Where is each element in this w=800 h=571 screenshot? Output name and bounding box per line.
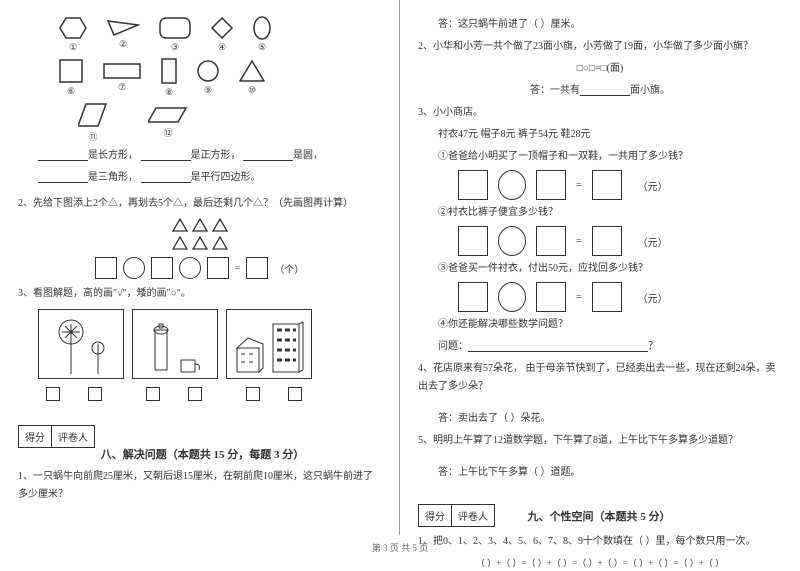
- blank[interactable]: [38, 172, 88, 183]
- q3-1: ①爸爸给小明买了一顶帽子和一双鞋，一共用了多少钱？: [438, 148, 782, 166]
- unit: （元）: [638, 234, 668, 249]
- section-9-title: 九、个性空间（本题共 5 分）: [528, 508, 671, 524]
- box[interactable]: [207, 257, 229, 279]
- prices: 衬衣47元 帽子8元 裤子54元 鞋28元: [438, 126, 782, 144]
- box[interactable]: [592, 282, 622, 312]
- q4: 4、花店原来有57朵花， 由于母亲节快到了，已经卖出去一些，现在还剩24朵，卖出…: [418, 360, 782, 396]
- q2: 2、小华和小芳一共个做了23面小旗，小芳做了19面，小华做了多少面小旗？: [418, 38, 782, 56]
- blank[interactable]: [243, 150, 293, 161]
- box[interactable]: [592, 170, 622, 200]
- box[interactable]: [536, 282, 566, 312]
- checkbox[interactable]: [288, 387, 302, 401]
- num: ③: [171, 42, 179, 53]
- box[interactable]: [95, 257, 117, 279]
- shapes-row-2: ⑥ ⑦ ⑧ ⑨ ⑩: [58, 57, 381, 98]
- answer-4: 答：卖出去了（ ）朵花。: [438, 410, 782, 428]
- right-column: 答：这只蜗牛前进了（ ）厘米。 2、小华和小芳一共个做了23面小旗，小芳做了19…: [400, 0, 800, 535]
- picture-box: [38, 309, 124, 379]
- box[interactable]: [458, 170, 488, 200]
- triangle-row: [18, 235, 381, 251]
- blank[interactable]: [141, 172, 191, 183]
- circle[interactable]: [498, 170, 526, 200]
- answer-5: 答：上午比下午多算（ ）道题。: [438, 464, 782, 482]
- q8-1: 1、一只蜗牛向前爬25厘米，又朝后退15厘米，在朝前爬10厘米，这只蜗牛前进了多…: [18, 468, 381, 504]
- section-8-header: 得分 评卷人: [18, 415, 381, 448]
- q3-2: ②衬衣比裤子便宜多少钱？: [438, 204, 782, 222]
- box[interactable]: [536, 226, 566, 256]
- grader-label: 评卷人: [452, 505, 494, 526]
- q9-1: 1、把0、1、2、3、4、5、6、7、8、9十个数填在（ ）里，每个数只用一次。: [418, 533, 782, 551]
- blank[interactable]: [38, 150, 88, 161]
- box[interactable]: [458, 282, 488, 312]
- q3-text: 3、看图解题，高的画"√"，矮的画"○"。: [18, 285, 381, 303]
- circle[interactable]: [123, 257, 145, 279]
- box[interactable]: [536, 170, 566, 200]
- num: ⑤: [258, 42, 266, 53]
- grader-label: 评卷人: [52, 426, 94, 447]
- num: ②: [119, 39, 127, 50]
- checkbox[interactable]: [46, 387, 60, 401]
- blank[interactable]: [468, 341, 648, 352]
- checkbox-row: [46, 387, 381, 401]
- num: ①: [69, 42, 77, 53]
- shapes-row-3: ⑪ ⑫: [78, 102, 381, 143]
- checkbox[interactable]: [246, 387, 260, 401]
- answer-2: 答：一共有面小旗。: [418, 82, 782, 100]
- checkbox[interactable]: [146, 387, 160, 401]
- score-label: 得分: [419, 505, 452, 526]
- num: ⑧: [165, 87, 173, 98]
- q3-4: ④你还能解决哪些数学问题？: [438, 316, 782, 334]
- shapes-row-1: ① ② ③ ④ ⑤: [58, 16, 381, 53]
- box[interactable]: [151, 257, 173, 279]
- num: ⑨: [204, 85, 212, 96]
- section-8-title: 八、解决问题（本题共 15 分，每题 3 分）: [101, 446, 305, 462]
- box[interactable]: [246, 257, 268, 279]
- score-label: 得分: [19, 426, 52, 447]
- equation-row: = （元）: [458, 170, 782, 200]
- equation-row: = （个）: [18, 257, 381, 279]
- equation-row: = （元）: [458, 226, 782, 256]
- image-set: [38, 309, 381, 379]
- section-9-header: 得分 评卷人 九、个性空间（本题共 5 分）: [418, 494, 782, 527]
- q3-3: ③爸爸买一件衬衣，付出50元，应找回多少钱？: [438, 260, 782, 278]
- picture-box: [226, 309, 312, 379]
- picture-box: [132, 309, 218, 379]
- num: ⑩: [248, 85, 256, 96]
- q9-1b: （ ）+（ ）=（ ）+（ ）=（ ）+（ ）=（ ）+（ ）=（ ）+（ ）: [418, 555, 782, 571]
- unit: （元）: [638, 290, 668, 305]
- circle[interactable]: [498, 226, 526, 256]
- circle[interactable]: [498, 282, 526, 312]
- num: ⑪: [88, 130, 97, 143]
- fill-line-1: 是长方形， 是正方形， 是圆，: [38, 147, 381, 165]
- num: ⑦: [118, 82, 126, 93]
- num: ⑫: [163, 126, 172, 139]
- checkbox[interactable]: [88, 387, 102, 401]
- checkbox[interactable]: [188, 387, 202, 401]
- q3-4b: 问题：？: [438, 338, 782, 356]
- score-box: 得分 评卷人: [418, 504, 495, 527]
- q5: 5、明明上午算了12道数学题，下午算了8道，上午比下午多算多少道题？: [418, 432, 782, 450]
- fill-line-2: 是三角形， 是平行四边形。: [38, 169, 381, 187]
- box[interactable]: [458, 226, 488, 256]
- unit: （个）: [274, 261, 304, 276]
- unit: （元）: [638, 178, 668, 193]
- q3: 3、小小商店。: [418, 104, 782, 122]
- circle[interactable]: [179, 257, 201, 279]
- blank[interactable]: [141, 150, 191, 161]
- eq2: □○□=□(面): [418, 60, 782, 78]
- q2-text: 2、先给下图添上2个△，再划去5个△，最后还剩几个△？（先画图再计算）: [18, 195, 381, 213]
- score-box: 得分 评卷人: [18, 425, 95, 448]
- num: ④: [218, 42, 226, 53]
- triangle-row: [18, 217, 381, 233]
- answer-1: 答：这只蜗牛前进了（ ）厘米。: [438, 16, 782, 34]
- equation-row: = （元）: [458, 282, 782, 312]
- num: ⑥: [67, 86, 75, 97]
- blank[interactable]: [580, 85, 630, 96]
- box[interactable]: [592, 226, 622, 256]
- left-column: ① ② ③ ④ ⑤ ⑥ ⑦ ⑧ ⑨ ⑩ ⑪ ⑫ 是长方形， 是正方形， 是圆， …: [0, 0, 400, 535]
